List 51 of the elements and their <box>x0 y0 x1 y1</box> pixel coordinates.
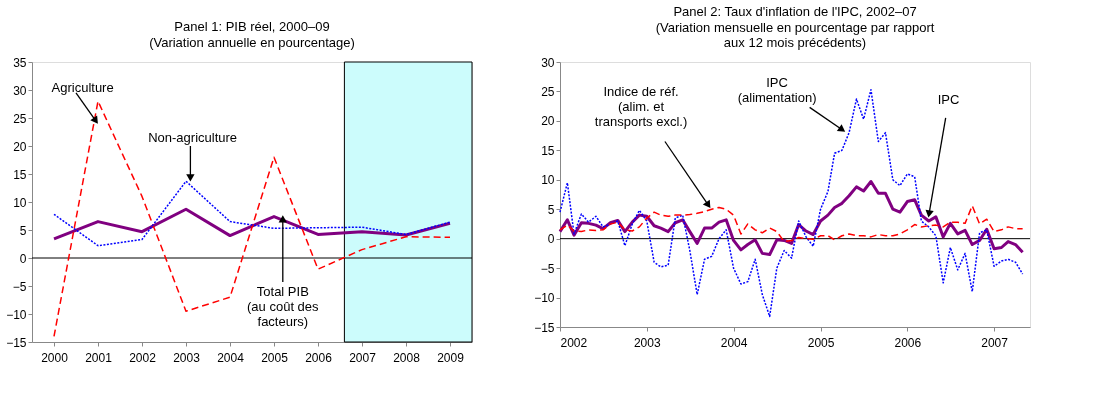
line-series <box>53 100 451 338</box>
y-tick-label: 0 <box>19 251 27 266</box>
chart-title: Panel 1: PIB réel, 2000–09 <box>174 19 330 34</box>
text: IPC <box>937 92 960 108</box>
x-tick-label: 2007 <box>349 350 377 365</box>
y-tick-label: 10 <box>13 195 27 210</box>
x-tick-label: 2006 <box>305 350 333 365</box>
y-tick-label: 15 <box>13 167 27 182</box>
y-tick-label: 5 <box>547 202 555 217</box>
y-tick-label: 20 <box>541 114 555 129</box>
x-tick-label: 2005 <box>807 335 835 350</box>
text: IPC (alimentation) <box>737 74 817 105</box>
y-tick-label: −15 <box>534 320 555 335</box>
x-tick-label: 2009 <box>437 350 465 365</box>
y-tick-label: 25 <box>541 84 555 99</box>
line-series <box>559 88 1024 318</box>
y-tick-label: −10 <box>6 307 27 322</box>
line-series <box>558 180 1025 257</box>
text: Total PIB (au coût des facteurs) <box>247 284 320 329</box>
x-tick-label: 2002 <box>560 335 588 350</box>
y-tick-label: −10 <box>534 291 555 306</box>
y-tick-label: 30 <box>13 83 27 98</box>
line-series <box>52 207 452 241</box>
x-tick-label: 2003 <box>633 335 661 350</box>
x-tick-label: 2008 <box>393 350 421 365</box>
x-tick-label: 2004 <box>217 350 245 365</box>
y-tick-label: −5 <box>12 279 27 294</box>
text: Indice de réf. (alim. et transports excl.) <box>594 83 688 129</box>
y-tick-label: 35 <box>13 55 27 70</box>
y-tick-label: −5 <box>540 261 555 276</box>
y-tick-label: 0 <box>547 232 555 247</box>
chart-subtitle: (Variation mensuelle en pourcentage par rapport aux 12 mois précédents) <box>655 20 935 50</box>
x-tick-label: 2002 <box>129 350 157 365</box>
series-label: Agriculture <box>51 79 114 95</box>
y-tick-label: 5 <box>19 223 27 238</box>
y-tick-label: 25 <box>13 111 27 126</box>
x-tick-label: 2004 <box>720 335 748 350</box>
y-tick-label: 30 <box>541 55 555 70</box>
x-tick-label: 2006 <box>894 335 922 350</box>
x-tick-label: 2003 <box>173 350 201 365</box>
x-tick-label: 2007 <box>981 335 1009 350</box>
chart-subtitle: (Variation annuelle en pourcentage) <box>149 35 355 50</box>
x-tick-label: 2000 <box>41 350 69 365</box>
y-tick-label: 15 <box>541 143 555 158</box>
x-tick-label: 2001 <box>85 350 113 365</box>
y-tick-label: −15 <box>6 335 27 350</box>
y-tick-label: 10 <box>541 173 555 188</box>
x-tick-label: 2005 <box>261 350 289 365</box>
chart-title: Panel 2: Taux d'inflation de l'IPC, 2002–07 <box>673 4 917 19</box>
y-tick-label: 20 <box>13 139 27 154</box>
text: Non-agriculture <box>148 130 238 145</box>
